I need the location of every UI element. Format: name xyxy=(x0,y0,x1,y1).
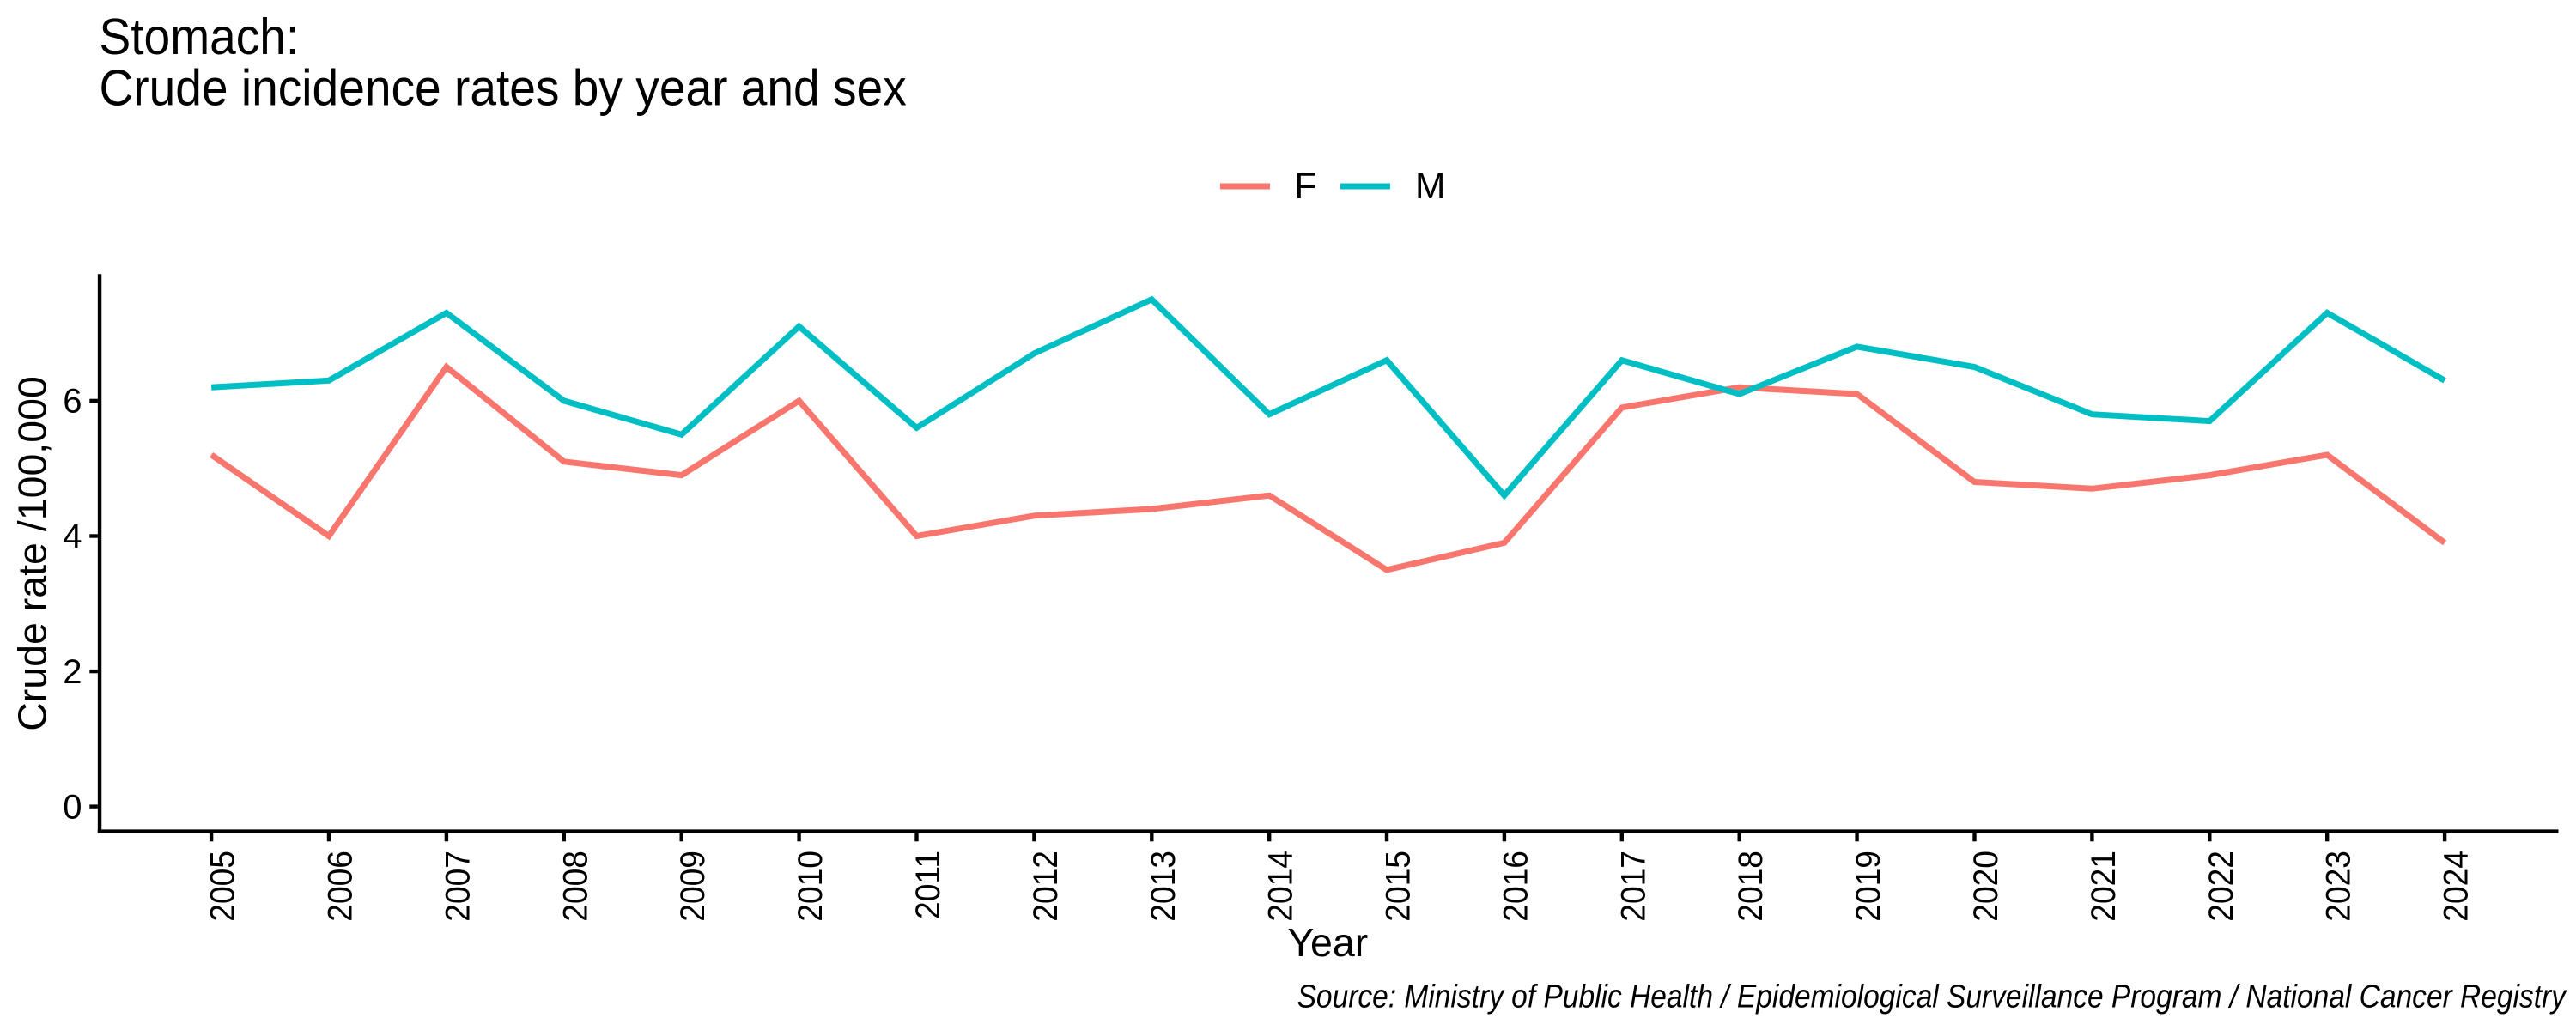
svg-text:2013: 2013 xyxy=(1145,851,1183,922)
svg-text:2021: 2021 xyxy=(2085,851,2123,922)
svg-text:Crude rate /100,000: Crude rate /100,000 xyxy=(10,376,55,731)
svg-text:2018: 2018 xyxy=(1732,851,1771,922)
svg-text:0: 0 xyxy=(63,788,82,826)
svg-text:2022: 2022 xyxy=(2202,851,2241,922)
svg-text:2019: 2019 xyxy=(1850,851,1888,922)
svg-text:F: F xyxy=(1294,167,1316,207)
svg-text:2010: 2010 xyxy=(792,851,830,922)
svg-text:2005: 2005 xyxy=(204,851,242,922)
svg-text:2: 2 xyxy=(63,653,82,691)
svg-text:2020: 2020 xyxy=(1967,851,2006,922)
svg-text:Source: Ministry of Public Hea: Source: Ministry of Public Health / Epid… xyxy=(1297,978,2567,1015)
svg-text:2016: 2016 xyxy=(1497,851,1535,922)
svg-text:2023: 2023 xyxy=(2319,851,2358,922)
svg-text:Crude incidence rates by year: Crude incidence rates by year and sex xyxy=(100,60,907,117)
svg-text:2015: 2015 xyxy=(1379,851,1418,922)
svg-text:2017: 2017 xyxy=(1614,851,1653,922)
svg-text:M: M xyxy=(1415,167,1445,207)
svg-text:Year: Year xyxy=(1287,920,1368,965)
svg-text:2006: 2006 xyxy=(321,851,360,922)
svg-text:2007: 2007 xyxy=(439,851,477,922)
svg-text:2012: 2012 xyxy=(1027,851,1066,922)
svg-text:2014: 2014 xyxy=(1261,851,1300,922)
svg-text:2024: 2024 xyxy=(2437,851,2476,922)
svg-text:6: 6 xyxy=(63,383,82,421)
svg-text:2009: 2009 xyxy=(674,851,713,922)
svg-text:4: 4 xyxy=(63,518,82,555)
svg-text:Stomach:: Stomach: xyxy=(100,9,300,65)
svg-text:2011: 2011 xyxy=(909,851,948,919)
svg-text:2008: 2008 xyxy=(556,851,595,922)
